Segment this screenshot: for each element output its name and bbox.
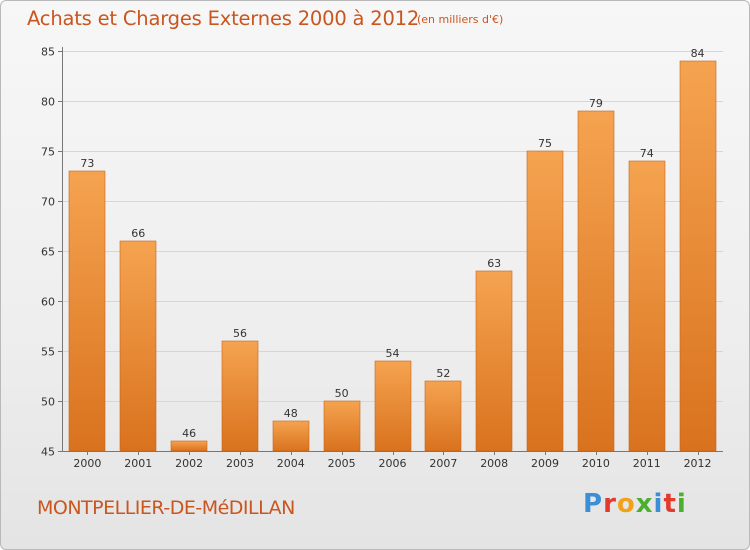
x-tick-label: 2010 [582,457,610,470]
y-tick-label: 80 [41,96,55,109]
y-tick-label: 85 [41,46,55,59]
bar-2010 [577,110,615,452]
logo-letter: t [663,489,677,519]
axes [58,47,723,455]
x-tick-label: 2003 [226,457,254,470]
bar-2002 [170,440,208,452]
y-tick-label: 65 [41,246,55,259]
x-tick-label: 2000 [73,457,101,470]
data-label: 52 [436,367,450,380]
x-tick-label: 2002 [175,457,203,470]
data-label: 50 [335,387,349,400]
logo-letter: x [635,489,654,519]
data-label: 54 [386,347,400,360]
x-tick-label: 2001 [124,457,152,470]
y-tick-label: 50 [41,396,55,409]
chart-title: Achats et Charges Externes 2000 à 2012 [27,7,420,30]
data-label: 56 [233,327,247,340]
data-label: 63 [487,257,501,270]
bars [68,60,717,452]
x-tick-label: 2011 [633,457,661,470]
proxiti-logo[interactable]: Proxiti [583,489,687,519]
data-label: 46 [182,427,196,440]
logo-letter: P [583,489,604,519]
y-tick-label: 75 [41,146,55,159]
labels: 45 50 55 60 65 70 75 80 85 73 2000 66 2001 46 2002 56 20… [41,46,712,471]
x-tick-label: 2009 [531,457,559,470]
data-label: 48 [284,407,298,420]
data-label: 84 [691,47,705,60]
data-label: 73 [80,157,94,170]
x-tick-label: 2004 [277,457,305,470]
bar-2005 [323,400,361,452]
x-tick-label: 2008 [480,457,508,470]
bar-2004 [272,420,310,452]
data-label: 79 [589,97,603,110]
bar-2009 [526,150,564,452]
bar-2008 [475,270,513,452]
commune-name: MONTPELLIER-DE-MéDILLAN [37,497,295,519]
logo-letter: r [603,489,617,519]
y-tick-label: 45 [41,446,55,459]
x-tick-label: 2007 [429,457,457,470]
bar-2006 [374,360,412,452]
bar-2011 [628,160,666,452]
x-tick-label: 2006 [379,457,407,470]
logo-letter: i [653,489,664,519]
bar-2007 [424,380,462,452]
y-tick-label: 60 [41,296,55,309]
y-tick-label: 55 [41,346,55,359]
bar-2001 [119,240,157,452]
data-label: 74 [640,147,654,160]
x-tick-label: 2012 [684,457,712,470]
data-label: 66 [131,227,145,240]
logo-letter: i [676,489,687,519]
bar-2003 [221,340,259,452]
y-tick-label: 70 [41,196,55,209]
bar-2012 [679,60,717,452]
logo-letter: o [616,489,636,519]
bar-2000 [68,170,106,452]
data-label: 75 [538,137,552,150]
x-tick-label: 2005 [328,457,356,470]
chart-subtitle: (en milliers d'€) [417,13,504,26]
